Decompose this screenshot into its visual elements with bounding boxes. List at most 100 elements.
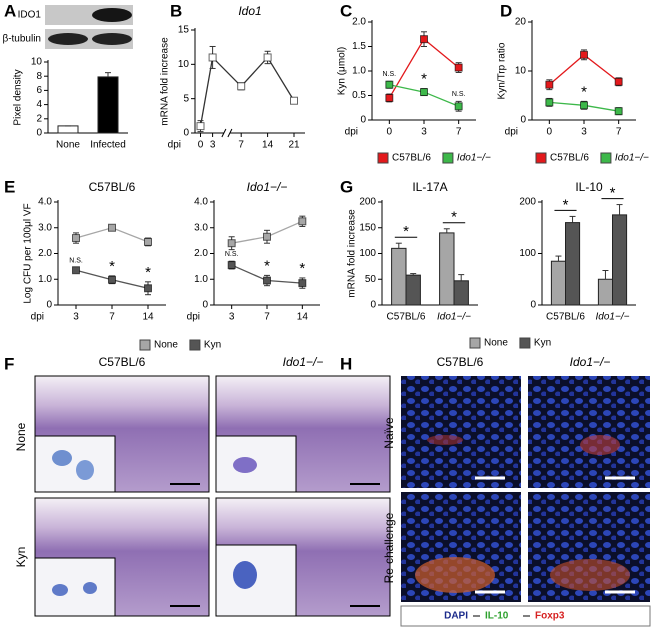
stain	[415, 557, 495, 593]
legend-swatch	[535, 152, 547, 164]
y-tick-label: 2	[36, 113, 42, 124]
y-tick-label: 1.0	[194, 274, 208, 285]
y-tick-label: 0	[202, 300, 208, 311]
marker	[545, 80, 554, 89]
bar	[391, 247, 407, 306]
x-tick-label: C57BL/6	[546, 312, 585, 323]
marker	[290, 96, 298, 105]
legend-label: None	[484, 338, 508, 349]
annotation: *	[451, 209, 457, 226]
y-tick-label: 200	[359, 197, 376, 208]
annotation: *	[610, 185, 616, 202]
legend-label: None	[154, 340, 178, 351]
annotation: *	[421, 71, 427, 88]
panel-label: A	[4, 1, 16, 20]
annotation: N.S.	[69, 258, 83, 265]
y-tick-label: 1.0	[38, 274, 52, 285]
stain	[550, 559, 630, 591]
y-tick-label: 1.0	[352, 66, 366, 77]
blot-band	[92, 8, 132, 22]
x-tick-label: 7	[616, 127, 622, 138]
cell	[233, 457, 257, 473]
axis-break	[223, 130, 230, 136]
annotation: *	[299, 260, 305, 277]
x-axis-label: dpi	[31, 312, 44, 323]
x-tick-label: 7	[238, 140, 244, 151]
legend-swatch	[519, 337, 531, 349]
marker	[420, 35, 428, 44]
y-axis-label: Log CFU per 100μl VF	[23, 203, 34, 303]
marker	[263, 276, 271, 285]
y-axis-label: Kyn/Trp ratio	[497, 42, 508, 99]
stain-name: DAPI	[444, 611, 468, 622]
annotation: N.S.	[452, 91, 466, 98]
y-tick-label: 20	[515, 17, 527, 28]
marker	[580, 50, 588, 59]
annotation: *	[403, 223, 409, 240]
x-tick-label: 0	[198, 140, 204, 151]
legend-label: C57BL/6	[550, 153, 589, 164]
y-tick-label: 10	[178, 59, 190, 70]
cell	[83, 582, 97, 594]
chart-title: C57BL/6	[89, 180, 136, 194]
y-tick-label: 10	[515, 66, 527, 77]
y-tick-label: 0.5	[352, 90, 366, 101]
annotation: N.S.	[383, 71, 397, 78]
x-tick-label: 0	[387, 127, 393, 138]
chart-title: Ido1−/−	[247, 180, 288, 194]
y-tick-label: 4.0	[194, 197, 208, 208]
marker	[72, 266, 80, 275]
y-tick-label: 0	[46, 300, 52, 311]
x-tick-label: 0	[547, 127, 553, 138]
x-tick-label: None	[56, 140, 80, 151]
y-tick-label: 4.0	[38, 197, 52, 208]
x-axis-label: dpi	[345, 127, 358, 138]
legend-swatch	[469, 337, 481, 349]
legend-swatch	[600, 152, 612, 164]
y-axis-label: mRNA fold increase	[160, 37, 171, 126]
marker	[263, 53, 272, 62]
y-tick-label: 100	[359, 248, 376, 259]
annotation: *	[145, 264, 151, 281]
marker	[144, 284, 152, 293]
legend-label: Kyn	[534, 338, 551, 349]
y-tick-label: 0	[183, 128, 189, 139]
micrograph	[401, 376, 521, 488]
y-axis-label: Kyn (μmol)	[337, 47, 348, 96]
marker	[545, 98, 554, 107]
marker	[227, 261, 236, 270]
marker	[108, 223, 116, 232]
y-tick-label: 3.0	[194, 222, 208, 233]
micrograph	[528, 376, 650, 488]
x-tick-label: 7	[264, 312, 270, 323]
chart-title: IL-17A	[412, 180, 447, 194]
x-tick-label: 14	[142, 312, 154, 323]
bar	[550, 260, 567, 306]
bar	[57, 125, 79, 134]
marker	[454, 102, 463, 111]
legend-swatch	[377, 152, 389, 164]
x-tick-label: 14	[262, 140, 274, 151]
histology-panel: C57BL/6 Ido1−/− None Kyn	[14, 355, 391, 617]
legend-label: Ido1−/−	[457, 153, 491, 164]
blot-label: β-tubulin	[2, 34, 41, 45]
x-axis-label: dpi	[168, 140, 181, 151]
y-tick-label: 4	[36, 99, 42, 110]
panel-label: D	[500, 1, 512, 20]
y-tick-label: 3.0	[38, 222, 52, 233]
inset	[34, 557, 116, 617]
y-tick-label: 6	[36, 85, 42, 96]
y-tick-label: 50	[365, 274, 377, 285]
chart: 0 1.0 2.0 3.0 4.0 Ido1−/− dpi 3 7 14 N.S. * *	[187, 180, 320, 323]
x-tick-label: C57BL/6	[387, 312, 426, 323]
x-tick-label: 3	[210, 140, 216, 151]
panel-label: H	[340, 354, 352, 373]
y-tick-label: 5	[183, 93, 189, 104]
axis-break	[227, 128, 233, 138]
panel-labels: A B C D E F G H	[4, 1, 512, 373]
chart-title: IL-10	[575, 180, 603, 194]
western-blot: IDO1 β-tubulin	[2, 5, 133, 49]
